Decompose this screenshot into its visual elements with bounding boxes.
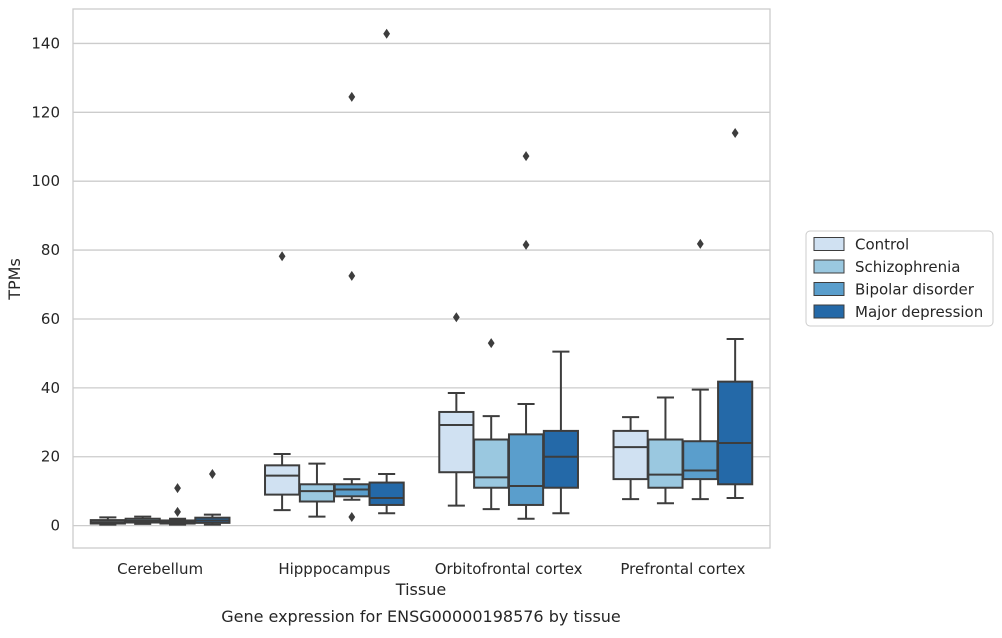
box-2-1	[473, 338, 510, 511]
box-3-3	[717, 127, 754, 500]
outlier-point	[696, 238, 704, 249]
legend-label: Control	[855, 236, 909, 254]
box-iqr	[542, 429, 579, 489]
box-1-2	[333, 91, 370, 523]
box-2-0	[438, 312, 475, 507]
y-tick-label: 60	[41, 310, 60, 328]
box-iqr	[647, 438, 684, 489]
outlier-point	[731, 127, 739, 138]
legend-label: Bipolar disorder	[855, 281, 975, 299]
box-3-2	[682, 238, 719, 501]
box-iqr	[473, 438, 510, 489]
box-2-3	[542, 350, 579, 515]
outlier-point	[348, 270, 356, 281]
outlier-point	[209, 468, 216, 479]
figure-caption: Gene expression for ENSG00000198576 by t…	[221, 607, 621, 626]
y-tick-label: 80	[41, 241, 60, 259]
legend-label: Schizophrenia	[855, 258, 960, 276]
box-iqr	[298, 483, 336, 503]
plot-frame	[72, 8, 771, 549]
box-0-3	[194, 468, 231, 526]
grid-layer	[73, 42, 770, 527]
legend-swatch	[813, 304, 845, 319]
y-tick-label: 40	[41, 379, 60, 397]
outlier-point	[348, 512, 356, 523]
x-tick-label: Hipppocampus	[278, 560, 390, 578]
legend-swatch	[813, 237, 845, 251]
y-tick-label: 0	[50, 517, 60, 535]
outlier-point	[174, 506, 181, 517]
box-0-0	[89, 516, 126, 526]
y-tick-label: 20	[41, 448, 60, 466]
box-iqr	[264, 464, 301, 496]
x-axis-label: Tissue	[395, 580, 446, 599]
box-iqr	[682, 440, 719, 481]
box-2-2	[507, 151, 545, 520]
legend-swatch	[813, 282, 845, 296]
box-1-3	[368, 28, 405, 515]
y-axis-label: TPMs	[5, 258, 24, 301]
box-0-2	[159, 483, 196, 526]
box-iqr	[507, 433, 545, 506]
outlier-point	[452, 312, 460, 323]
outlier-point	[522, 151, 530, 162]
box-0-1	[124, 515, 161, 525]
x-tick-label: Prefrontal cortex	[620, 560, 745, 578]
outlier-point	[383, 28, 391, 39]
legend: Control Schizophrenia Bipolar disorder Majo…	[805, 230, 994, 327]
y-tick-label: 100	[31, 172, 60, 190]
outlier-point	[278, 251, 286, 262]
legend-label: Major depression	[855, 303, 983, 321]
outlier-point	[487, 338, 495, 349]
box-iqr	[717, 380, 754, 486]
box-iqr	[368, 481, 405, 506]
box-1-1	[298, 462, 336, 518]
y-tick-label: 120	[31, 103, 60, 121]
legend-frame	[805, 230, 994, 327]
box-1-0	[264, 251, 301, 512]
y-tick-label: 140	[31, 34, 60, 52]
box-layer	[89, 28, 754, 526]
box-iqr	[438, 410, 475, 474]
x-tick-label: Orbitofrontal cortex	[435, 560, 583, 578]
legend-swatch	[813, 259, 845, 274]
box-3-0	[612, 416, 649, 501]
outlier-point	[348, 91, 356, 102]
y-tick-labels: 0 20 40 60 80 100 120 140	[31, 34, 60, 534]
outlier-point	[174, 483, 181, 494]
box-3-1	[647, 396, 684, 505]
x-tick-label: Cerebellum	[117, 560, 203, 578]
box-iqr	[612, 429, 649, 481]
outlier-point	[522, 239, 530, 250]
x-tick-labels: Cerebellum Hipppocampus Orbitofrontal cort…	[117, 560, 745, 578]
